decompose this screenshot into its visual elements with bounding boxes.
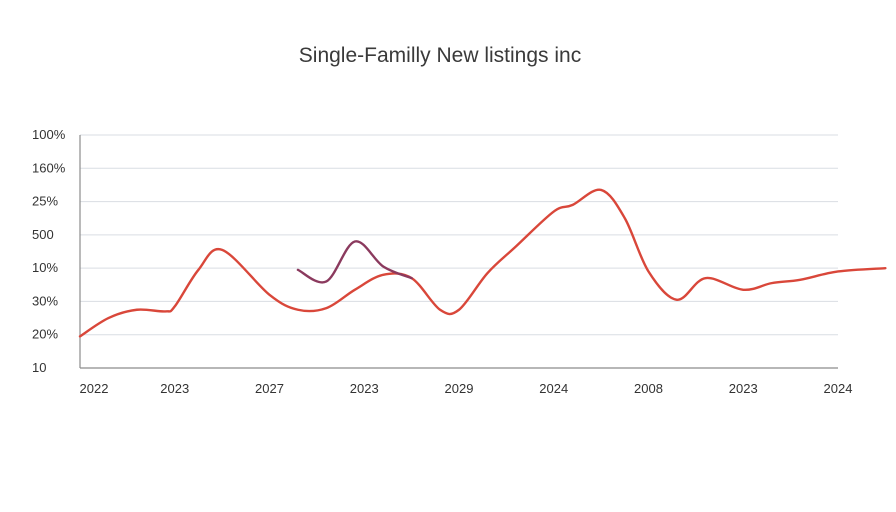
series-line-1 bbox=[78, 188, 887, 338]
x-tick-label: 2024 bbox=[539, 381, 568, 396]
x-tick-label: 2023 bbox=[729, 381, 758, 396]
x-tick-label: 2029 bbox=[445, 381, 474, 396]
x-tick-label: 2023 bbox=[160, 381, 189, 396]
y-tick-label: 25% bbox=[32, 194, 58, 209]
x-tick-label: 2022 bbox=[80, 381, 109, 396]
y-tick-label: 500 bbox=[32, 227, 54, 242]
x-tick-label: 2008 bbox=[634, 381, 663, 396]
y-tick-label: 160% bbox=[32, 160, 66, 175]
x-tick-label: 2027 bbox=[255, 381, 284, 396]
chart-title: Single-Familly New listings inc bbox=[298, 44, 582, 67]
y-tick-label: 10% bbox=[32, 260, 58, 275]
y-tick-label: 30% bbox=[32, 293, 58, 308]
x-tick-label: 2023 bbox=[350, 381, 379, 396]
y-tick-label: 100% bbox=[32, 127, 66, 142]
y-tick-label: 10 bbox=[32, 360, 46, 375]
x-tick-label: 2024 bbox=[824, 381, 853, 396]
y-tick-label: 20% bbox=[32, 327, 58, 342]
series-line-2 bbox=[296, 240, 413, 284]
